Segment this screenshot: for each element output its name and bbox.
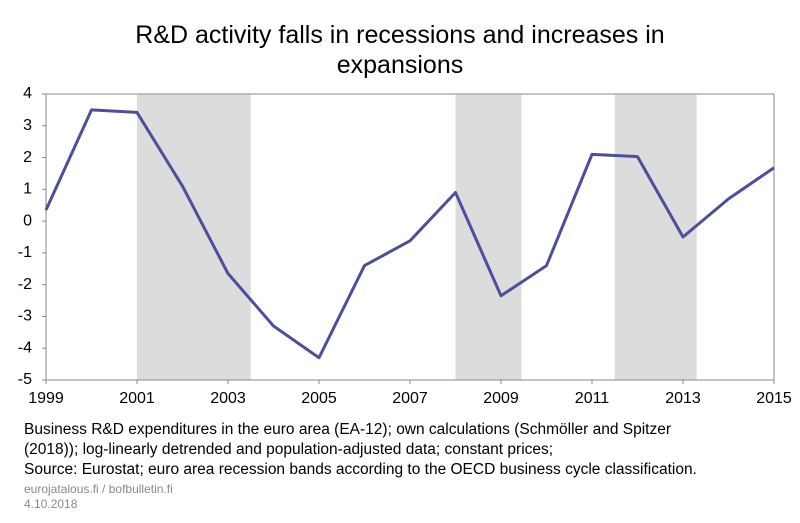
y-tick-label: -1 — [18, 244, 32, 261]
recession-band — [137, 94, 251, 380]
x-tick-label: 2005 — [301, 390, 337, 407]
x-tick-label: 2011 — [575, 390, 610, 407]
x-tick-label: 2003 — [210, 390, 246, 407]
y-tick-label: 3 — [23, 117, 32, 134]
chart-title: R&D activity falls in recessions and inc… — [135, 21, 665, 79]
x-tick-label: 2015 — [756, 390, 792, 407]
note: Source: Eurostat; euro area recession ba… — [24, 461, 697, 478]
note: Business R&D expenditures in the euro ar… — [24, 421, 672, 438]
x-tick-label: 2001 — [119, 390, 155, 407]
y-tick-label: 0 — [23, 212, 32, 229]
y-tick-label: 1 — [23, 181, 32, 198]
credit: eurojatalous.fi / bofbulletin.fi — [24, 482, 173, 496]
x-tick-label: 2009 — [483, 390, 519, 407]
y-tick-label: -4 — [18, 339, 32, 356]
recession-band — [455, 94, 522, 380]
x-tick-label: 1999 — [28, 390, 64, 407]
line — [44, 108, 775, 360]
x-tick-label: 2013 — [665, 390, 701, 407]
date: 4.10.2018 — [24, 497, 78, 511]
y-tick-label: 4 — [23, 85, 32, 102]
y-tick-label: 2 — [23, 149, 32, 166]
chart: -5 -4 -3 -2 -1 0 1 2 3 4 1999 2001 2003 2005 2007 2009 2… — [18, 85, 792, 407]
y-tick-label: -3 — [18, 308, 32, 325]
x-tick-label: 2007 — [392, 390, 428, 407]
y-tick-label: -2 — [18, 276, 32, 293]
note: (2018)); log-linearly detrended and popu… — [24, 441, 554, 458]
y-tick-label: -5 — [18, 371, 32, 388]
